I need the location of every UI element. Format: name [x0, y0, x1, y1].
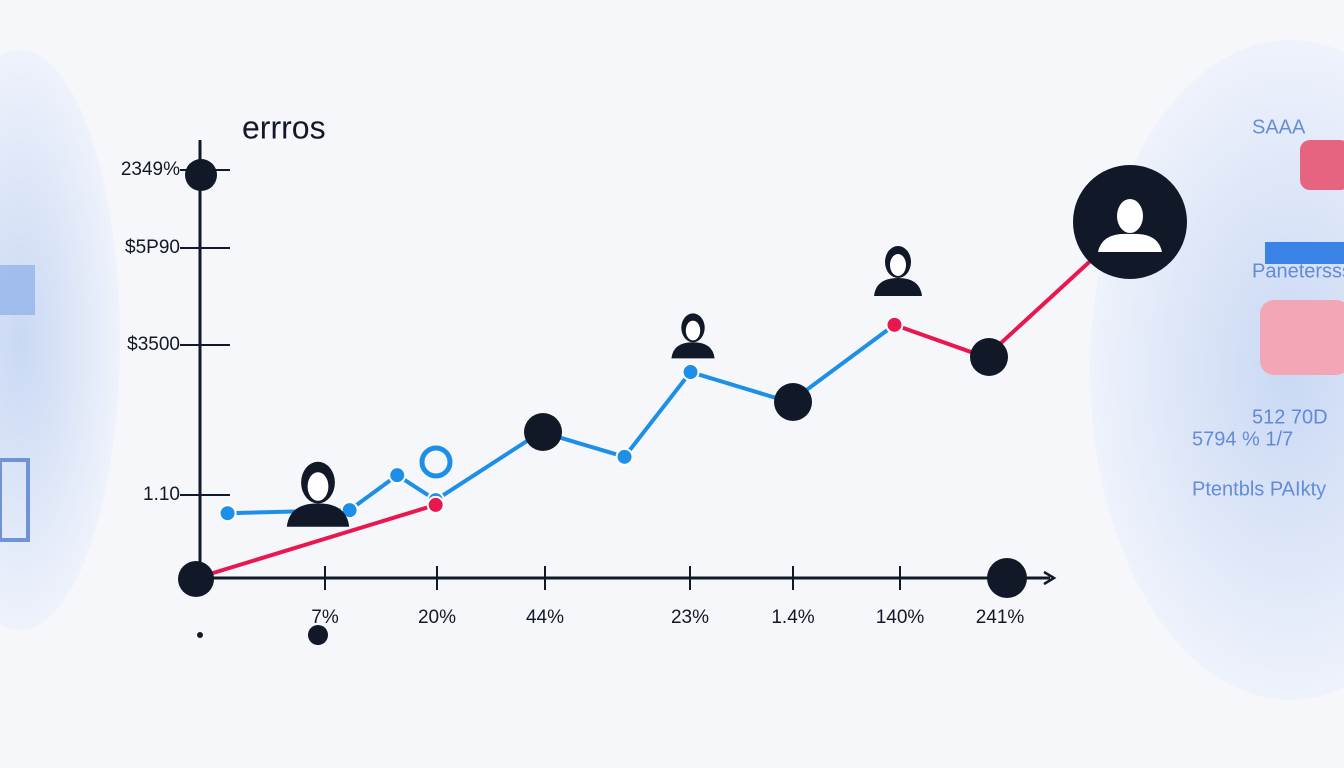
bg-panel [1300, 140, 1344, 190]
data-point [218, 504, 237, 523]
avatar-body [1098, 233, 1162, 252]
side-panel-text: 5794 % 1/7 [1192, 428, 1293, 450]
marker [178, 561, 214, 597]
side-panel-text: Panetersssy [1252, 260, 1344, 282]
data-point [885, 315, 904, 334]
marker [774, 383, 812, 421]
bg-panel [1265, 242, 1344, 264]
chart-title: errros [242, 109, 326, 145]
x-axis-label: 23% [671, 607, 709, 628]
avatar-body [286, 503, 350, 527]
y-axis-label: 2349% [121, 159, 180, 180]
data-point [426, 495, 445, 514]
marker [308, 625, 328, 645]
avatar-icon [874, 246, 922, 296]
marker [524, 413, 562, 451]
avatar-head [1117, 199, 1143, 233]
y-axis-label: $5P90 [125, 237, 180, 258]
data-point [681, 363, 700, 382]
y-axis-label: 1.10 [143, 484, 180, 505]
x-axis-label: 44% [526, 607, 564, 628]
marker [987, 558, 1027, 598]
x-axis-arrow [1043, 570, 1057, 586]
markers [185, 159, 1027, 645]
side-panel-text: SAAA [1252, 116, 1306, 138]
x-axis-label: 1.4% [771, 607, 814, 628]
avatar-icon [1098, 199, 1162, 252]
avatar-icon [671, 313, 715, 359]
marker [970, 338, 1008, 376]
x-axis-label: 140% [876, 607, 925, 628]
avatar-face [890, 254, 906, 276]
avatar-body [671, 342, 715, 359]
data-point [615, 447, 634, 466]
bg-panel [0, 458, 30, 542]
bg-panel [0, 265, 35, 315]
avatar-face [685, 320, 701, 341]
avatar-pin [419, 445, 453, 479]
side-panel-text: Ptentbls PAIkty [1192, 478, 1326, 500]
bg-blur-left [0, 50, 120, 630]
y-axis-label: $3500 [127, 334, 180, 355]
marker [197, 632, 203, 638]
marker [185, 159, 217, 191]
avatar-body [874, 278, 922, 296]
x-axis-label: 20% [418, 607, 456, 628]
bg-panel [1260, 300, 1344, 375]
avatar-face [307, 472, 329, 501]
avatar-icon [286, 461, 350, 527]
side-panel-text: 512 70D [1252, 406, 1328, 428]
data-point [388, 466, 407, 485]
x-axis-label: 7% [311, 607, 339, 628]
x-axis-label: 241% [976, 607, 1025, 628]
data-point [340, 501, 359, 520]
